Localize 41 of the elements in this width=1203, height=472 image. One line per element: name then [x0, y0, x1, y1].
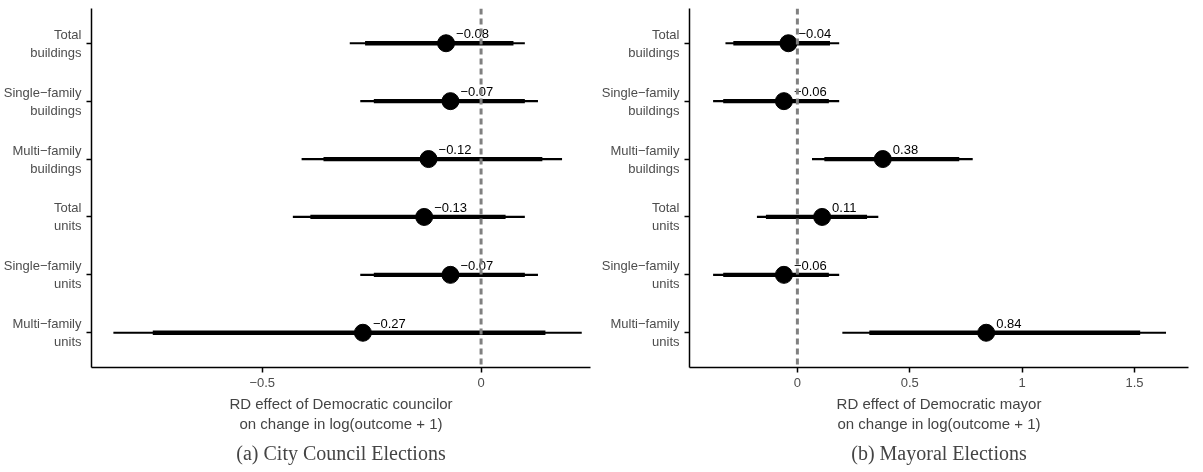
x-tick-label: 0.5	[900, 374, 919, 390]
text: (a) City Council Elections	[236, 441, 446, 465]
y-tick-label: Single−family units	[601, 258, 680, 292]
data-label: −0.04	[798, 26, 832, 42]
y-tick-label: Multi−family units	[12, 316, 82, 350]
y-tick-label: Multi−family buildings	[12, 142, 82, 176]
y-tick-label: Total units	[54, 200, 82, 234]
y-tick-label: Multi−family units	[610, 316, 680, 350]
data-label: −0.12	[438, 142, 472, 158]
data-label: 0.38	[892, 142, 919, 158]
x-axis-title: RD effect of Democratic mayor on change in log(outcome + 1)	[836, 394, 1042, 432]
data-label: −0.27	[372, 315, 406, 331]
x-tick-label: 0	[793, 374, 802, 390]
point	[415, 207, 434, 226]
y-tick-label: Multi−family buildings	[610, 142, 680, 176]
x-tick-label: 1.5	[1125, 374, 1144, 390]
point	[441, 265, 460, 284]
data-label: −0.06	[793, 257, 827, 273]
point	[437, 34, 456, 53]
y-tick-label: Total buildings	[30, 26, 82, 60]
x-axis-title: RD effect of Democratic councilor on change in log(outcome + 1)	[229, 394, 453, 432]
text: (b) Mayoral Elections	[851, 441, 1027, 465]
point	[779, 34, 798, 53]
y-tick-label: Single−family units	[3, 258, 82, 292]
data-label: 0.84	[996, 315, 1022, 331]
data-label: −0.06	[793, 84, 827, 100]
point	[873, 150, 892, 169]
point	[977, 323, 996, 342]
data-label: −0.07	[460, 84, 494, 100]
y-tick-label: Total buildings	[628, 26, 680, 60]
point	[353, 323, 372, 342]
data-label: −0.13	[434, 199, 468, 215]
x-tick-label: 1	[1018, 374, 1026, 390]
y-tick-label: Total units	[652, 200, 680, 234]
point	[419, 150, 438, 169]
data-label: 0.11	[832, 199, 857, 215]
point	[441, 92, 460, 111]
y-tick-label: Single−family buildings	[3, 84, 82, 118]
x-tick-label: −0.5	[249, 374, 276, 390]
y-tick-label: Single−family buildings	[601, 84, 680, 118]
x-tick-label: 0	[477, 374, 485, 390]
